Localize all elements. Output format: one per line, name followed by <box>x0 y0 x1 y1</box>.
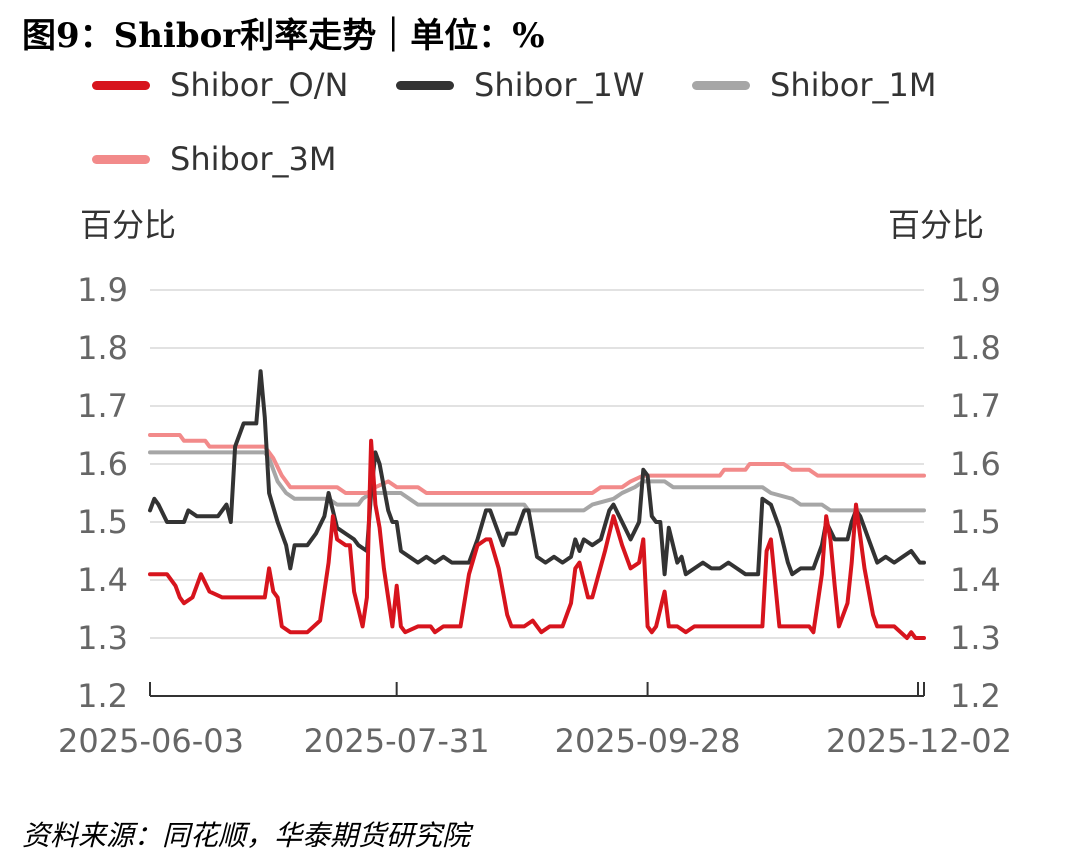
series-line-shibor-o-n <box>148 438 926 640</box>
left-axis-unit: 百分比 <box>80 206 177 244</box>
right-axis-unit: 百分比 <box>888 206 985 244</box>
series-line-shibor-1w <box>148 369 926 577</box>
y-tick-label-left: 1.9 <box>77 271 128 309</box>
x-tick-label: 2025-07-31 <box>304 722 490 760</box>
legend-swatch-3m <box>92 154 150 164</box>
legend-item-1m: Shibor_1M <box>692 66 937 104</box>
x-tick-label: 2025-12-02 <box>826 722 1012 760</box>
y-tick-label-left: 1.6 <box>77 445 128 483</box>
legend-label-1w: Shibor_1W <box>474 66 645 104</box>
series-lines <box>148 369 926 640</box>
y-tick-label-right: 1.4 <box>950 561 1001 599</box>
y-tick-label-left: 1.8 <box>77 329 128 367</box>
y-tick-label-right: 1.2 <box>950 677 1001 715</box>
y-tick-label-right: 1.3 <box>950 619 1001 657</box>
legend-swatch-on <box>92 80 150 90</box>
y-tick-label-right: 1.6 <box>950 445 1001 483</box>
chart-title: 图9：Shibor利率走势｜单位：% <box>22 16 545 56</box>
y-tick-label-left: 1.7 <box>77 387 128 425</box>
legend-label-1m: Shibor_1M <box>770 66 937 104</box>
legend-item-on: Shibor_O/N <box>92 66 348 104</box>
y-axis-right: 1.9 1.8 1.7 1.6 1.5 1.4 1.3 1.2 <box>950 271 1001 715</box>
legend-label-3m: Shibor_3M <box>170 140 337 178</box>
source-note: 资料来源：同花顺，华泰期货研究院 <box>22 819 471 852</box>
y-tick-label-left: 1.4 <box>77 561 128 599</box>
y-axis-left: 1.9 1.8 1.7 1.6 1.5 1.4 1.3 1.2 <box>77 271 128 715</box>
legend-item-3m: Shibor_3M <box>92 140 337 178</box>
x-tick-label: 2025-09-28 <box>555 722 741 760</box>
y-tick-label-right: 1.8 <box>950 329 1001 367</box>
y-tick-label-right: 1.9 <box>950 271 1001 309</box>
series-line-shibor-1m <box>148 450 926 513</box>
legend-label-on: Shibor_O/N <box>170 66 349 104</box>
y-tick-label-left: 1.3 <box>77 619 128 657</box>
x-axis: 2025-06-03 2025-07-31 2025-09-28 2025-12-02 <box>58 682 1012 760</box>
legend-item-1w: Shibor_1W <box>396 66 645 104</box>
y-tick-label-right: 1.7 <box>950 387 1001 425</box>
y-tick-label-right: 1.5 <box>950 503 1001 541</box>
x-tick-label: 2025-06-03 <box>58 722 244 760</box>
legend-swatch-1w <box>396 80 454 90</box>
legend-swatch-1m <box>692 80 750 90</box>
y-tick-label-left: 1.2 <box>77 677 128 715</box>
y-tick-label-left: 1.5 <box>77 503 128 541</box>
